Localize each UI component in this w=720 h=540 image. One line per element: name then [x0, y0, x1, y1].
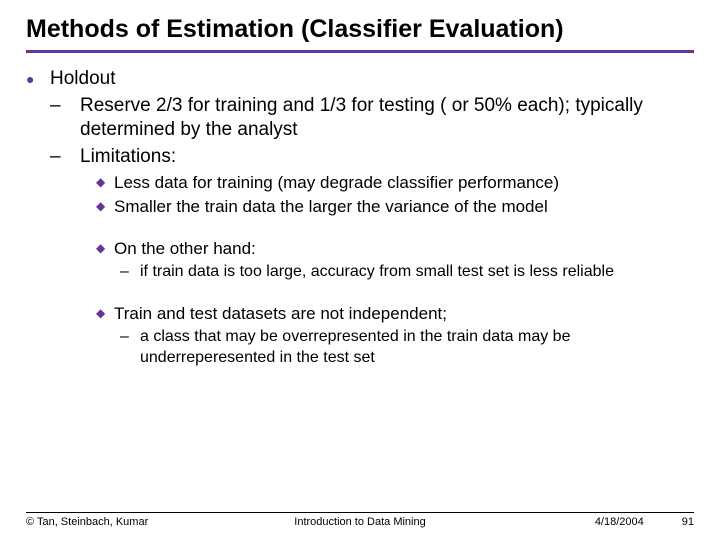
footer-page-number: 91 — [682, 516, 694, 528]
bullet-text: a class that may be overrepresented in t… — [140, 327, 694, 369]
slide-title: Methods of Estimation (Classifier Evalua… — [26, 14, 694, 44]
slide: Methods of Estimation (Classifier Evalua… — [0, 0, 720, 540]
slide-body: ● Holdout – Reserve 2/3 for training and… — [26, 67, 694, 369]
bullet-lvl3: ◆ Smaller the train data the larger the … — [96, 196, 694, 218]
title-rule — [26, 50, 694, 53]
bullet-text: Holdout — [50, 67, 116, 92]
bullet-text: if train data is too large, accuracy fro… — [140, 262, 614, 283]
disc-bullet-icon: ● — [26, 67, 50, 92]
dash-bullet-icon: – — [120, 327, 140, 369]
diamond-bullet-icon: ◆ — [96, 303, 114, 325]
footer-title: Introduction to Data Mining — [294, 516, 425, 528]
diamond-bullet-icon: ◆ — [96, 238, 114, 260]
diamond-bullet-icon: ◆ — [96, 196, 114, 218]
dash-bullet-icon: – — [50, 94, 80, 143]
dash-bullet-icon: – — [120, 262, 140, 283]
bullet-text: On the other hand: — [114, 238, 256, 260]
bullet-lvl2: – Limitations: — [50, 145, 694, 170]
dash-bullet-icon: – — [50, 145, 80, 170]
bullet-lvl3: ◆ On the other hand: — [96, 238, 694, 260]
bullet-lvl3: ◆ Less data for training (may degrade cl… — [96, 172, 694, 194]
bullet-text: Less data for training (may degrade clas… — [114, 172, 559, 194]
diamond-bullet-icon: ◆ — [96, 172, 114, 194]
bullet-lvl4: – if train data is too large, accuracy f… — [120, 262, 694, 283]
bullet-lvl2: – Reserve 2/3 for training and 1/3 for t… — [50, 94, 694, 143]
bullet-text: Limitations: — [80, 145, 176, 170]
bullet-text: Reserve 2/3 for training and 1/3 for tes… — [80, 94, 694, 143]
footer-date: 4/18/2004 — [595, 516, 644, 528]
slide-footer: © Tan, Steinbach, Kumar Introduction to … — [26, 512, 694, 528]
bullet-lvl4: – a class that may be overrepresented in… — [120, 327, 694, 369]
bullet-lvl3: ◆ Train and test datasets are not indepe… — [96, 303, 694, 325]
bullet-text: Smaller the train data the larger the va… — [114, 196, 548, 218]
footer-copyright: © Tan, Steinbach, Kumar — [26, 516, 148, 528]
bullet-lvl1: ● Holdout — [26, 67, 694, 92]
bullet-text: Train and test datasets are not independ… — [114, 303, 447, 325]
